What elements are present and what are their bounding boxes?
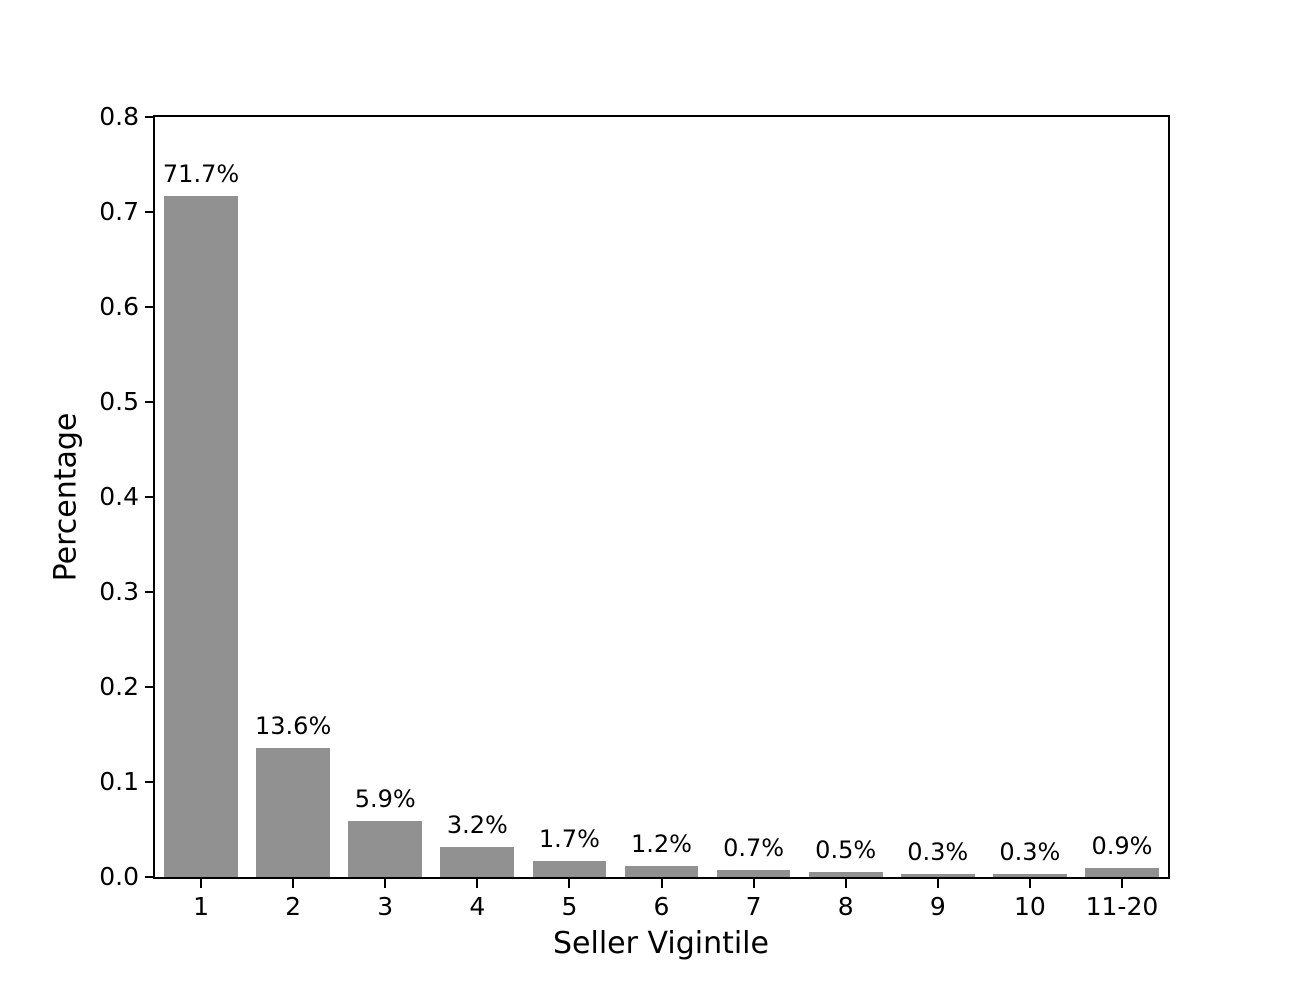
y-tick-mark bbox=[145, 781, 154, 783]
y-tick-label: 0.1 bbox=[99, 767, 139, 796]
x-tick-label: 7 bbox=[745, 892, 762, 921]
x-tick-mark bbox=[752, 879, 755, 888]
bar bbox=[716, 870, 791, 877]
x-tick-label: 8 bbox=[837, 892, 854, 921]
bar bbox=[440, 846, 515, 877]
y-tick-mark bbox=[145, 116, 154, 118]
bar bbox=[993, 874, 1067, 877]
bar bbox=[624, 865, 699, 877]
x-tick-label: 9 bbox=[929, 892, 946, 921]
x-tick-label: 1 bbox=[193, 892, 209, 921]
y-tick-mark bbox=[145, 686, 154, 688]
bar-value-label: 0.5% bbox=[815, 836, 877, 865]
bar-value-label: 5.9% bbox=[354, 784, 416, 813]
x-tick-label: 4 bbox=[469, 892, 486, 921]
x-tick-mark bbox=[660, 879, 663, 888]
y-tick-label: 0.4 bbox=[99, 482, 139, 511]
y-tick-label: 0.8 bbox=[99, 102, 139, 131]
x-tick-mark bbox=[1120, 879, 1123, 888]
bar-value-label: 71.7% bbox=[162, 159, 240, 188]
y-tick-label: 0.7 bbox=[99, 197, 139, 226]
x-tick-mark bbox=[1028, 879, 1031, 888]
bar bbox=[348, 820, 423, 877]
bar bbox=[164, 195, 238, 877]
x-tick-mark bbox=[200, 879, 203, 888]
x-tick-label: 2 bbox=[285, 892, 302, 921]
y-tick-mark bbox=[145, 876, 154, 878]
x-tick-mark bbox=[936, 879, 939, 888]
bar-value-label: 1.2% bbox=[631, 829, 692, 858]
bar bbox=[900, 874, 975, 877]
y-tick-label: 0.2 bbox=[99, 672, 139, 701]
bar bbox=[808, 872, 883, 877]
y-tick-mark bbox=[145, 306, 154, 308]
x-axis-label: Seller Vigintile bbox=[553, 926, 769, 961]
x-tick-mark bbox=[568, 879, 571, 888]
x-tick-mark bbox=[844, 879, 847, 888]
bar-value-label: 0.3% bbox=[999, 838, 1061, 867]
y-tick-label: 0.5 bbox=[99, 387, 139, 416]
bar bbox=[532, 860, 607, 877]
y-tick-mark bbox=[145, 496, 154, 498]
y-tick-label: 0.0 bbox=[99, 862, 139, 891]
y-tick-label: 0.3 bbox=[99, 577, 139, 606]
x-tick-label: 10 bbox=[1013, 892, 1046, 921]
y-tick-mark bbox=[145, 401, 154, 403]
bar-value-label: 3.2% bbox=[446, 810, 508, 839]
x-tick-label: 3 bbox=[377, 892, 394, 921]
bar-value-label: 0.3% bbox=[907, 838, 969, 867]
x-tick-mark bbox=[384, 879, 387, 888]
y-tick-mark bbox=[145, 591, 154, 593]
x-tick-label: 5 bbox=[561, 892, 578, 921]
bar-value-label: 1.7% bbox=[538, 824, 600, 853]
x-tick-mark bbox=[292, 879, 295, 888]
bar bbox=[1085, 868, 1159, 877]
x-tick-label: 11-20 bbox=[1085, 892, 1159, 921]
y-tick-mark bbox=[145, 211, 154, 213]
bar-value-label: 0.9% bbox=[1091, 832, 1153, 861]
bar bbox=[256, 747, 330, 877]
bar-value-label: 0.7% bbox=[723, 834, 785, 863]
x-tick-label: 6 bbox=[653, 892, 670, 921]
x-tick-mark bbox=[476, 879, 479, 888]
y-tick-label: 0.6 bbox=[99, 292, 139, 321]
bar-value-label: 13.6% bbox=[255, 711, 332, 740]
